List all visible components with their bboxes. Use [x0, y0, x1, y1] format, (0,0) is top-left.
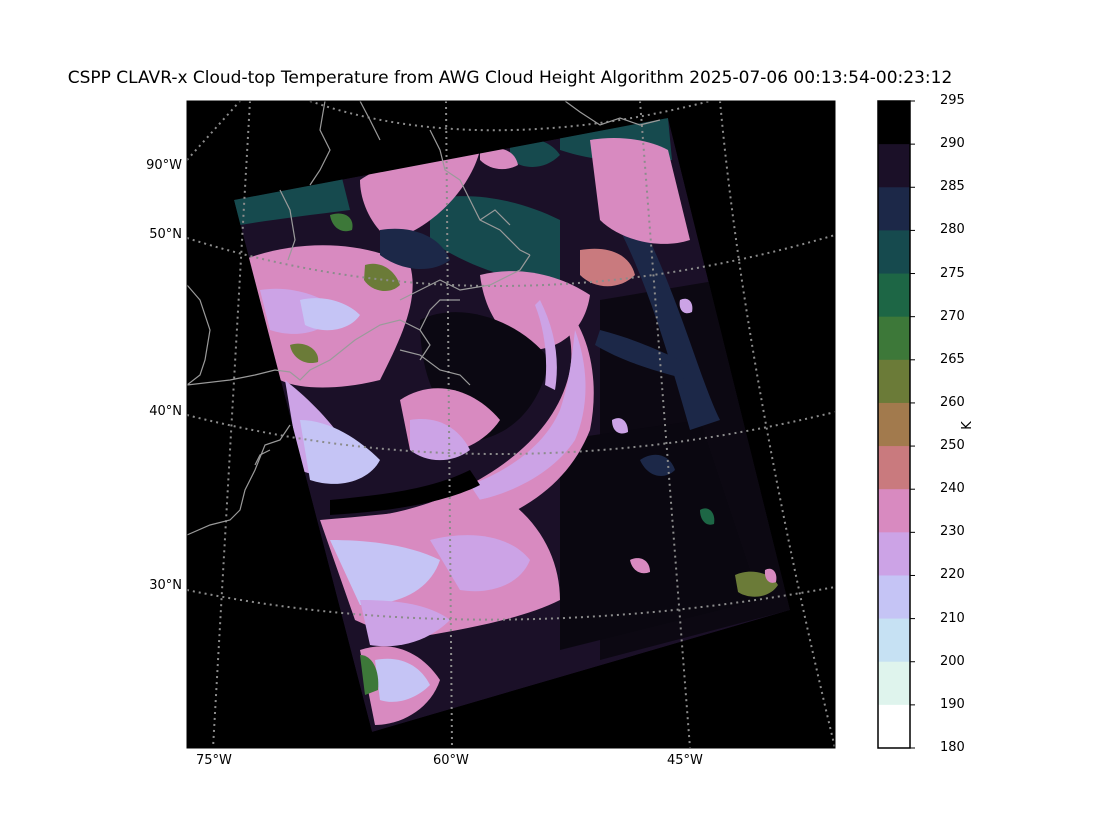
colorbar-cells — [878, 101, 910, 749]
lon-label-75w: 75°W — [196, 753, 232, 768]
meridian-line — [639, 101, 691, 748]
colorbar-tick-label: 180 — [940, 740, 965, 755]
colorbar-tick-label: 295 — [940, 93, 965, 108]
colorbar-frame — [877, 100, 911, 749]
colorbar-cell — [878, 704, 910, 749]
colorbar[interactable] — [877, 100, 915, 749]
colorbar-tick-label: 265 — [940, 351, 965, 367]
colorbar-cell — [878, 402, 910, 447]
map-panel[interactable] — [187, 101, 835, 748]
colorbar-cell — [878, 575, 910, 620]
graticule — [187, 101, 835, 748]
coastlines — [187, 101, 661, 536]
colorbar-cell — [878, 489, 910, 533]
lat-label-40n: 40°N — [149, 404, 182, 419]
parallel-line — [187, 586, 835, 621]
parallel-line — [309, 101, 711, 132]
colorbar-tick-label: 280 — [940, 222, 965, 238]
colorbar-cell — [878, 144, 910, 188]
parallel-line — [187, 411, 835, 455]
colorbar-tick-label: 190 — [940, 696, 965, 712]
lat-label-90w: 90°W — [146, 158, 182, 173]
colorbar-tick-label: 230 — [940, 524, 965, 540]
lat-label-30n: 30°N — [149, 578, 182, 593]
colorbar-tick-label: 290 — [940, 136, 965, 152]
colorbar-tick-label: 285 — [940, 179, 965, 195]
colorbar-cell — [878, 618, 910, 663]
colorbar-cell — [878, 316, 910, 361]
colorbar-unit-label: K — [959, 421, 975, 430]
colorbar-tick-label: 275 — [940, 265, 965, 281]
colorbar-tick-marks — [910, 100, 915, 749]
lon-label-45w: 45°W — [667, 753, 703, 768]
meridian-line — [187, 101, 241, 161]
colorbar-cell — [878, 532, 910, 576]
colorbar-tick-label: 200 — [940, 653, 965, 669]
meridian-line — [212, 101, 251, 748]
colorbar-tick-label: 220 — [940, 567, 965, 583]
colorbar-tick-label: 260 — [940, 394, 965, 410]
colorbar-tick-label: 240 — [940, 481, 965, 497]
parallel-line — [187, 234, 835, 287]
figure-title: CSPP CLAVR-x Cloud-top Temperature from … — [67, 68, 953, 88]
colorbar-cell — [878, 359, 910, 404]
satellite-swath — [234, 118, 790, 732]
colorbar-tick-label: 250 — [940, 438, 965, 454]
colorbar-cell — [878, 101, 910, 145]
colorbar-tick-label: 270 — [940, 308, 965, 324]
colorbar-cell — [878, 446, 910, 490]
lon-label-60w: 60°W — [433, 753, 469, 768]
colorbar-tick-label: 210 — [940, 610, 965, 626]
map-frame — [186, 100, 836, 749]
colorbar-cell — [878, 661, 910, 706]
colorbar-cell — [878, 273, 910, 318]
lat-label-50n: 50°N — [149, 227, 182, 242]
colorbar-cell — [878, 230, 910, 275]
colorbar-cell — [878, 187, 910, 231]
